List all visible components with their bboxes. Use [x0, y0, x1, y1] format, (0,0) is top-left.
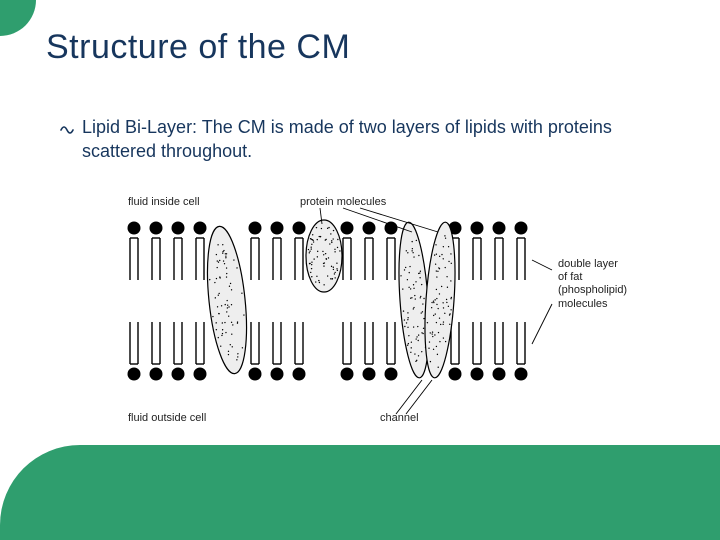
- label-protein-molecules: protein molecules: [300, 196, 386, 209]
- bullet-item: Lipid Bi-Layer: The CM is made of two la…: [60, 115, 670, 164]
- bullet-glyph-icon: [60, 119, 76, 143]
- diagram-svg: [100, 188, 640, 436]
- body-text-block: Lipid Bi-Layer: The CM is made of two la…: [60, 115, 670, 164]
- bullet-text: Lipid Bi-Layer: The CM is made of two la…: [82, 115, 670, 164]
- label-fluid-inside: fluid inside cell: [128, 196, 200, 209]
- label-double-layer: double layer of fat (phospholipid) molec…: [558, 258, 638, 311]
- label-fluid-outside: fluid outside cell: [128, 412, 206, 425]
- membrane-diagram: fluid inside cell protein molecules flui…: [100, 188, 640, 436]
- slide-title: Structure of the CM: [46, 28, 350, 67]
- corner-accent: [0, 0, 36, 36]
- label-channel: channel: [380, 412, 419, 425]
- bottom-accent-panel: [0, 445, 720, 540]
